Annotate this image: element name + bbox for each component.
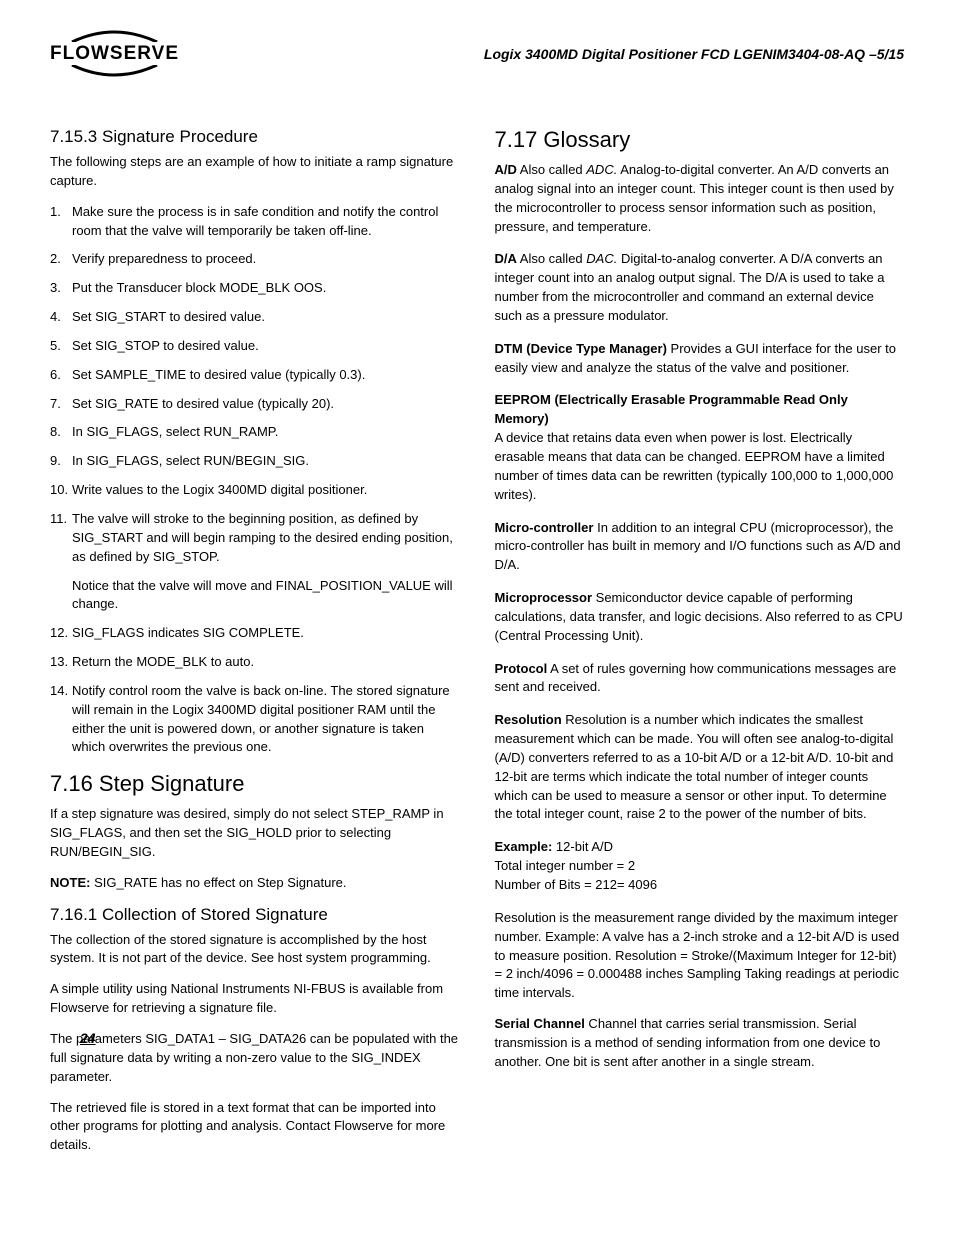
section-7-16-note: NOTE: SIG_RATE has no effect on Step Sig… (50, 874, 460, 893)
right-column: 7.17 Glossary A/D Also called ADC. Analo… (495, 127, 905, 1167)
term-proto: Protocol (495, 661, 548, 676)
list-item: Set SIG_STOP to desired value. (50, 337, 460, 356)
left-column: 7.15.3 Signature Procedure The following… (50, 127, 460, 1167)
list-item: Put the Transducer block MODE_BLK OOS. (50, 279, 460, 298)
term-eeprom-rest: A device that retains data even when pow… (495, 430, 894, 502)
note-body: SIG_RATE has no effect on Step Signature… (90, 875, 346, 890)
section-7-15-3-heading: 7.15.3 Signature Procedure (50, 127, 460, 147)
section-7-16-1-heading: 7.16.1 Collection of Stored Signature (50, 905, 460, 925)
term-eeprom: EEPROM (Electrically Erasable Programmab… (495, 392, 848, 426)
glossary-microprocessor: Microprocessor Semiconductor device capa… (495, 589, 905, 646)
list-item: Notify control room the valve is back on… (50, 682, 460, 757)
logo-arc-top-icon (67, 30, 162, 42)
list-item: Write values to the Logix 3400MD digital… (50, 481, 460, 500)
logo-arc-bottom-icon (67, 65, 162, 77)
section-7-16-1-p3: The parameters SIG_DATA1 – SIG_DATA26 ca… (50, 1030, 460, 1087)
page-number-anchor: 24 The parameters SIG_DATA1 – SIG_DATA26… (50, 1030, 460, 1087)
term-ad-also: ADC. (586, 162, 617, 177)
section-7-16-heading: 7.16 Step Signature (50, 771, 460, 797)
list-item: In SIG_FLAGS, select RUN_RAMP. (50, 423, 460, 442)
section-7-16-1-p4: The retrieved file is stored in a text f… (50, 1099, 460, 1156)
list-item: The valve will stroke to the beginning p… (50, 510, 460, 614)
flowserve-logo: FLOWSERVE (50, 30, 179, 77)
step-11-note: Notice that the valve will move and FINA… (72, 577, 460, 615)
term-ad: A/D (495, 162, 517, 177)
glossary-micro-controller: Micro-controller In addition to an integ… (495, 519, 905, 576)
term-serial: Serial Channel (495, 1016, 585, 1031)
glossary-eeprom: EEPROM (Electrically Erasable Programmab… (495, 391, 905, 504)
term-proto-rest: A set of rules governing how communicati… (495, 661, 897, 695)
section-7-16-1-p2: A simple utility using National Instrume… (50, 980, 460, 1018)
term-da-also: DAC. (586, 251, 617, 266)
list-item: Verify preparedness to proceed. (50, 250, 460, 269)
list-item: In SIG_FLAGS, select RUN/BEGIN_SIG. (50, 452, 460, 471)
term-res-rest: Resolution is a number which indicates t… (495, 712, 894, 821)
glossary-protocol: Protocol A set of rules governing how co… (495, 660, 905, 698)
logo-text: FLOWSERVE (50, 42, 179, 65)
list-item: Set SAMPLE_TIME to desired value (typica… (50, 366, 460, 385)
glossary-example: Example: 12-bit A/D Total integer number… (495, 838, 905, 895)
section-7-16-p1: If a step signature was desired, simply … (50, 805, 460, 862)
term-res: Resolution (495, 712, 562, 727)
document-id: Logix 3400MD Digital Positioner FCD LGEN… (484, 46, 904, 62)
signature-procedure-steps: Make sure the process is in safe conditi… (50, 203, 460, 758)
section-7-16-1-p1: The collection of the stored signature i… (50, 931, 460, 969)
list-item: Make sure the process is in safe conditi… (50, 203, 460, 241)
list-item: SIG_FLAGS indicates SIG COMPLETE. (50, 624, 460, 643)
term-micro: Micro-controller (495, 520, 594, 535)
glossary-ad: A/D Also called ADC. Analog-to-digital c… (495, 161, 905, 236)
example-l1: 12-bit A/D (552, 839, 613, 854)
list-item: Set SIG_START to desired value. (50, 308, 460, 327)
glossary-serial-channel: Serial Channel Channel that carries seri… (495, 1015, 905, 1072)
section-7-15-3-intro: The following steps are an example of ho… (50, 153, 460, 191)
glossary-resolution: Resolution Resolution is a number which … (495, 711, 905, 824)
example-label: Example: (495, 839, 553, 854)
list-item: Return the MODE_BLK to auto. (50, 653, 460, 672)
term-da-also-pre: Also called (517, 251, 586, 266)
term-dtm: DTM (Device Type Manager) (495, 341, 667, 356)
term-ad-also-pre: Also called (517, 162, 586, 177)
page-header: FLOWSERVE Logix 3400MD Digital Positione… (50, 30, 904, 77)
term-da: D/A (495, 251, 517, 266)
list-item: Set SIG_RATE to desired value (typically… (50, 395, 460, 414)
note-label: NOTE: (50, 875, 90, 890)
step-11-body: The valve will stroke to the beginning p… (72, 511, 453, 564)
page-number: 24 (80, 1030, 96, 1046)
section-7-17-heading: 7.17 Glossary (495, 127, 905, 153)
term-mp: Microprocessor (495, 590, 593, 605)
content-columns: 7.15.3 Signature Procedure The following… (50, 127, 904, 1167)
glossary-da: D/A Also called DAC. Digital-to-analog c… (495, 250, 905, 325)
glossary-resolution-2: Resolution is the measurement range divi… (495, 909, 905, 1003)
example-l3: Number of Bits = 212= 4096 (495, 877, 658, 892)
example-l2: Total integer number = 2 (495, 858, 636, 873)
glossary-dtm: DTM (Device Type Manager) Provides a GUI… (495, 340, 905, 378)
